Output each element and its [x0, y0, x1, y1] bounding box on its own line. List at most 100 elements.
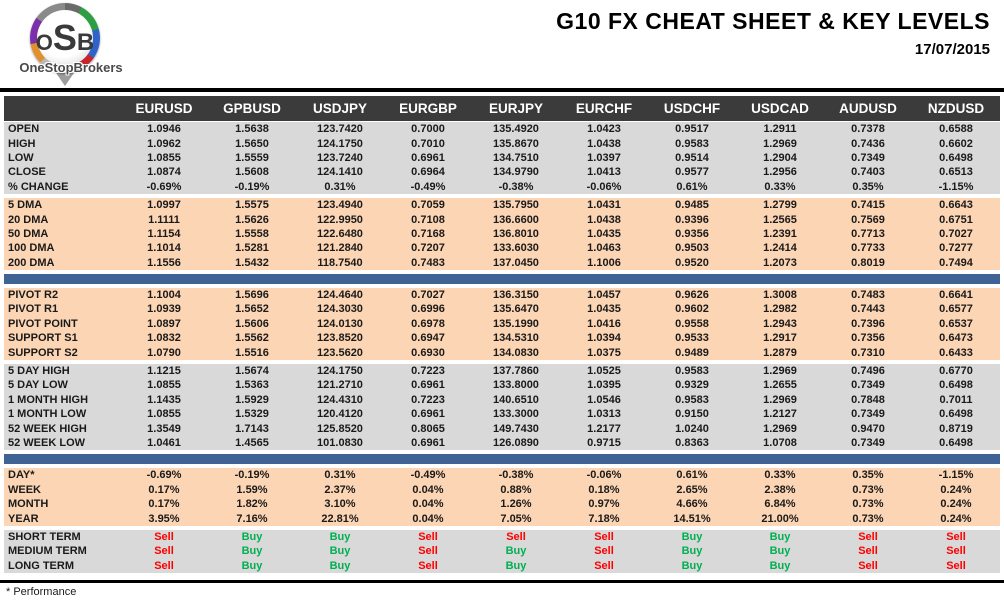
value-cell: 1.2911 [763, 123, 797, 136]
value-cell: 1.2982 [763, 303, 797, 316]
value-cell: 0.7483 [851, 289, 885, 302]
value-cell: 0.6588 [939, 123, 973, 136]
value-cell: 0.7403 [851, 166, 885, 179]
value-cell: 1.3549 [147, 422, 181, 435]
value-cell: 1.1111 [148, 213, 180, 226]
footer-rule [0, 579, 1004, 583]
row-label: OPEN [8, 123, 40, 136]
value-cell: 137.0450 [493, 256, 539, 269]
row-label: HIGH [8, 137, 36, 150]
logo-inner-circle: OSB [36, 10, 94, 66]
column-header-nzdusd: NZDUSD [927, 101, 985, 116]
value-cell: 136.3150 [493, 289, 539, 302]
signal-cell: Sell [506, 530, 526, 543]
table-row: SUPPORT S1 1.0832 1.5562 123.8520 0.6947 134.… [4, 331, 1000, 345]
value-cell: 120.4120 [317, 408, 363, 421]
value-cell: 1.5363 [235, 379, 269, 392]
value-cell: 0.33% [764, 469, 796, 482]
value-cell: 0.9533 [675, 332, 709, 345]
logo-pin-tail [54, 70, 76, 86]
value-cell: 0.24% [940, 498, 972, 511]
value-cell: 1.0394 [587, 332, 621, 345]
table-row: 100 DMA 1.1014 1.5281 121.2840 0.7207 133.603… [4, 241, 1000, 255]
value-cell: 1.0855 [147, 151, 181, 164]
value-cell: 136.8010 [493, 227, 539, 240]
value-cell: -0.38% [498, 180, 534, 193]
value-cell: -0.69% [146, 469, 182, 482]
row-label: SUPPORT S2 [8, 346, 78, 359]
column-header-eurgbp: EURGBP [399, 101, 457, 116]
brand-name: OneStopBrokers [19, 60, 123, 75]
value-cell: 1.2414 [763, 242, 797, 255]
table-row: PIVOT R1 1.0939 1.5652 124.3030 0.6996 135.64… [4, 302, 1000, 316]
value-cell: 1.5652 [235, 303, 269, 316]
value-cell: 1.5329 [235, 408, 269, 421]
table-section: PIVOT R2 1.1004 1.5696 124.4640 0.7027 136.31… [4, 287, 1000, 360]
value-cell: 0.7483 [411, 256, 445, 269]
value-cell: 0.8065 [411, 422, 445, 435]
table-section: DAY* -0.69% -0.19% 0.31% -0.49% -0.38% -0.06% 0… [4, 468, 1000, 526]
row-label: 50 DMA [8, 227, 49, 240]
value-cell: 135.4920 [493, 123, 539, 136]
value-cell: 137.7860 [493, 365, 539, 378]
value-cell: 0.7027 [411, 289, 445, 302]
value-cell: 0.7059 [411, 199, 445, 212]
row-label: PIVOT R1 [8, 303, 59, 316]
value-cell: 1.5626 [235, 213, 269, 226]
column-header-eurusd: EURUSD [135, 101, 193, 116]
value-cell: 1.3008 [763, 289, 797, 302]
value-cell: 1.0525 [587, 365, 621, 378]
header-rule [0, 88, 1004, 92]
report-date: 17/07/2015 [914, 41, 990, 58]
value-cell: 0.6498 [939, 437, 973, 449]
value-cell: 0.6498 [939, 151, 973, 164]
section-divider [4, 454, 1000, 465]
value-cell: 1.0423 [587, 123, 621, 136]
section-divider [4, 273, 1000, 284]
table-row: MONTH 0.17% 1.82% 3.10% 0.04% 1.26% 0.97% 4.66%… [4, 497, 1000, 511]
value-cell: 0.6433 [939, 346, 973, 359]
value-cell: 0.7310 [851, 346, 885, 359]
value-cell: 0.9577 [675, 166, 709, 179]
signal-cell: Buy [681, 530, 703, 543]
value-cell: 1.0413 [587, 166, 621, 179]
value-cell: 0.7378 [851, 123, 885, 136]
value-cell: 1.1556 [147, 256, 181, 269]
value-cell: 0.7277 [939, 242, 973, 255]
table-row: 52 WEEK HIGH 1.3549 1.7143 125.8520 0.8065 14… [4, 421, 1000, 435]
value-cell: 0.7108 [411, 213, 445, 226]
value-cell: 1.0874 [147, 166, 181, 179]
value-cell: 134.0830 [493, 346, 539, 359]
value-cell: 0.7415 [851, 199, 885, 212]
value-cell: 1.0962 [147, 137, 181, 150]
value-cell: 0.7349 [851, 408, 885, 421]
value-cell: 0.6961 [411, 437, 445, 449]
value-cell: 1.1154 [147, 227, 181, 240]
value-cell: 123.5620 [317, 346, 363, 359]
value-cell: 124.1750 [317, 365, 363, 378]
signal-cell: Buy [769, 545, 791, 558]
table-row: PIVOT POINT 1.0897 1.5606 124.0130 0.6978 135… [4, 317, 1000, 331]
value-cell: 2.37% [324, 483, 356, 496]
value-cell: 0.9396 [675, 213, 709, 226]
table-row: DAY* -0.69% -0.19% 0.31% -0.49% -0.38% -0.06% 0… [4, 468, 1000, 482]
value-cell: 0.7436 [851, 137, 885, 150]
value-cell: 0.7349 [851, 437, 885, 449]
column-header-eurchf: EURCHF [575, 101, 633, 116]
value-cell: 3.10% [324, 498, 356, 511]
value-cell: 1.5696 [235, 289, 269, 302]
value-cell: 3.95% [148, 512, 180, 525]
value-cell: 134.7510 [493, 151, 539, 164]
signal-cell: Sell [154, 545, 174, 558]
logo-ring: OSB [30, 3, 100, 73]
signal-cell: Sell [946, 530, 966, 543]
footnote: * Performance [6, 585, 77, 598]
row-label: DAY* [8, 469, 35, 482]
value-cell: 0.6473 [939, 332, 973, 345]
value-cell: 0.9503 [675, 242, 709, 255]
signal-cell: Buy [329, 545, 351, 558]
signal-cell: Buy [329, 559, 351, 572]
value-cell: 2.38% [764, 483, 796, 496]
value-cell: 1.0855 [147, 408, 181, 421]
column-header-usdchf: USDCHF [663, 101, 721, 116]
